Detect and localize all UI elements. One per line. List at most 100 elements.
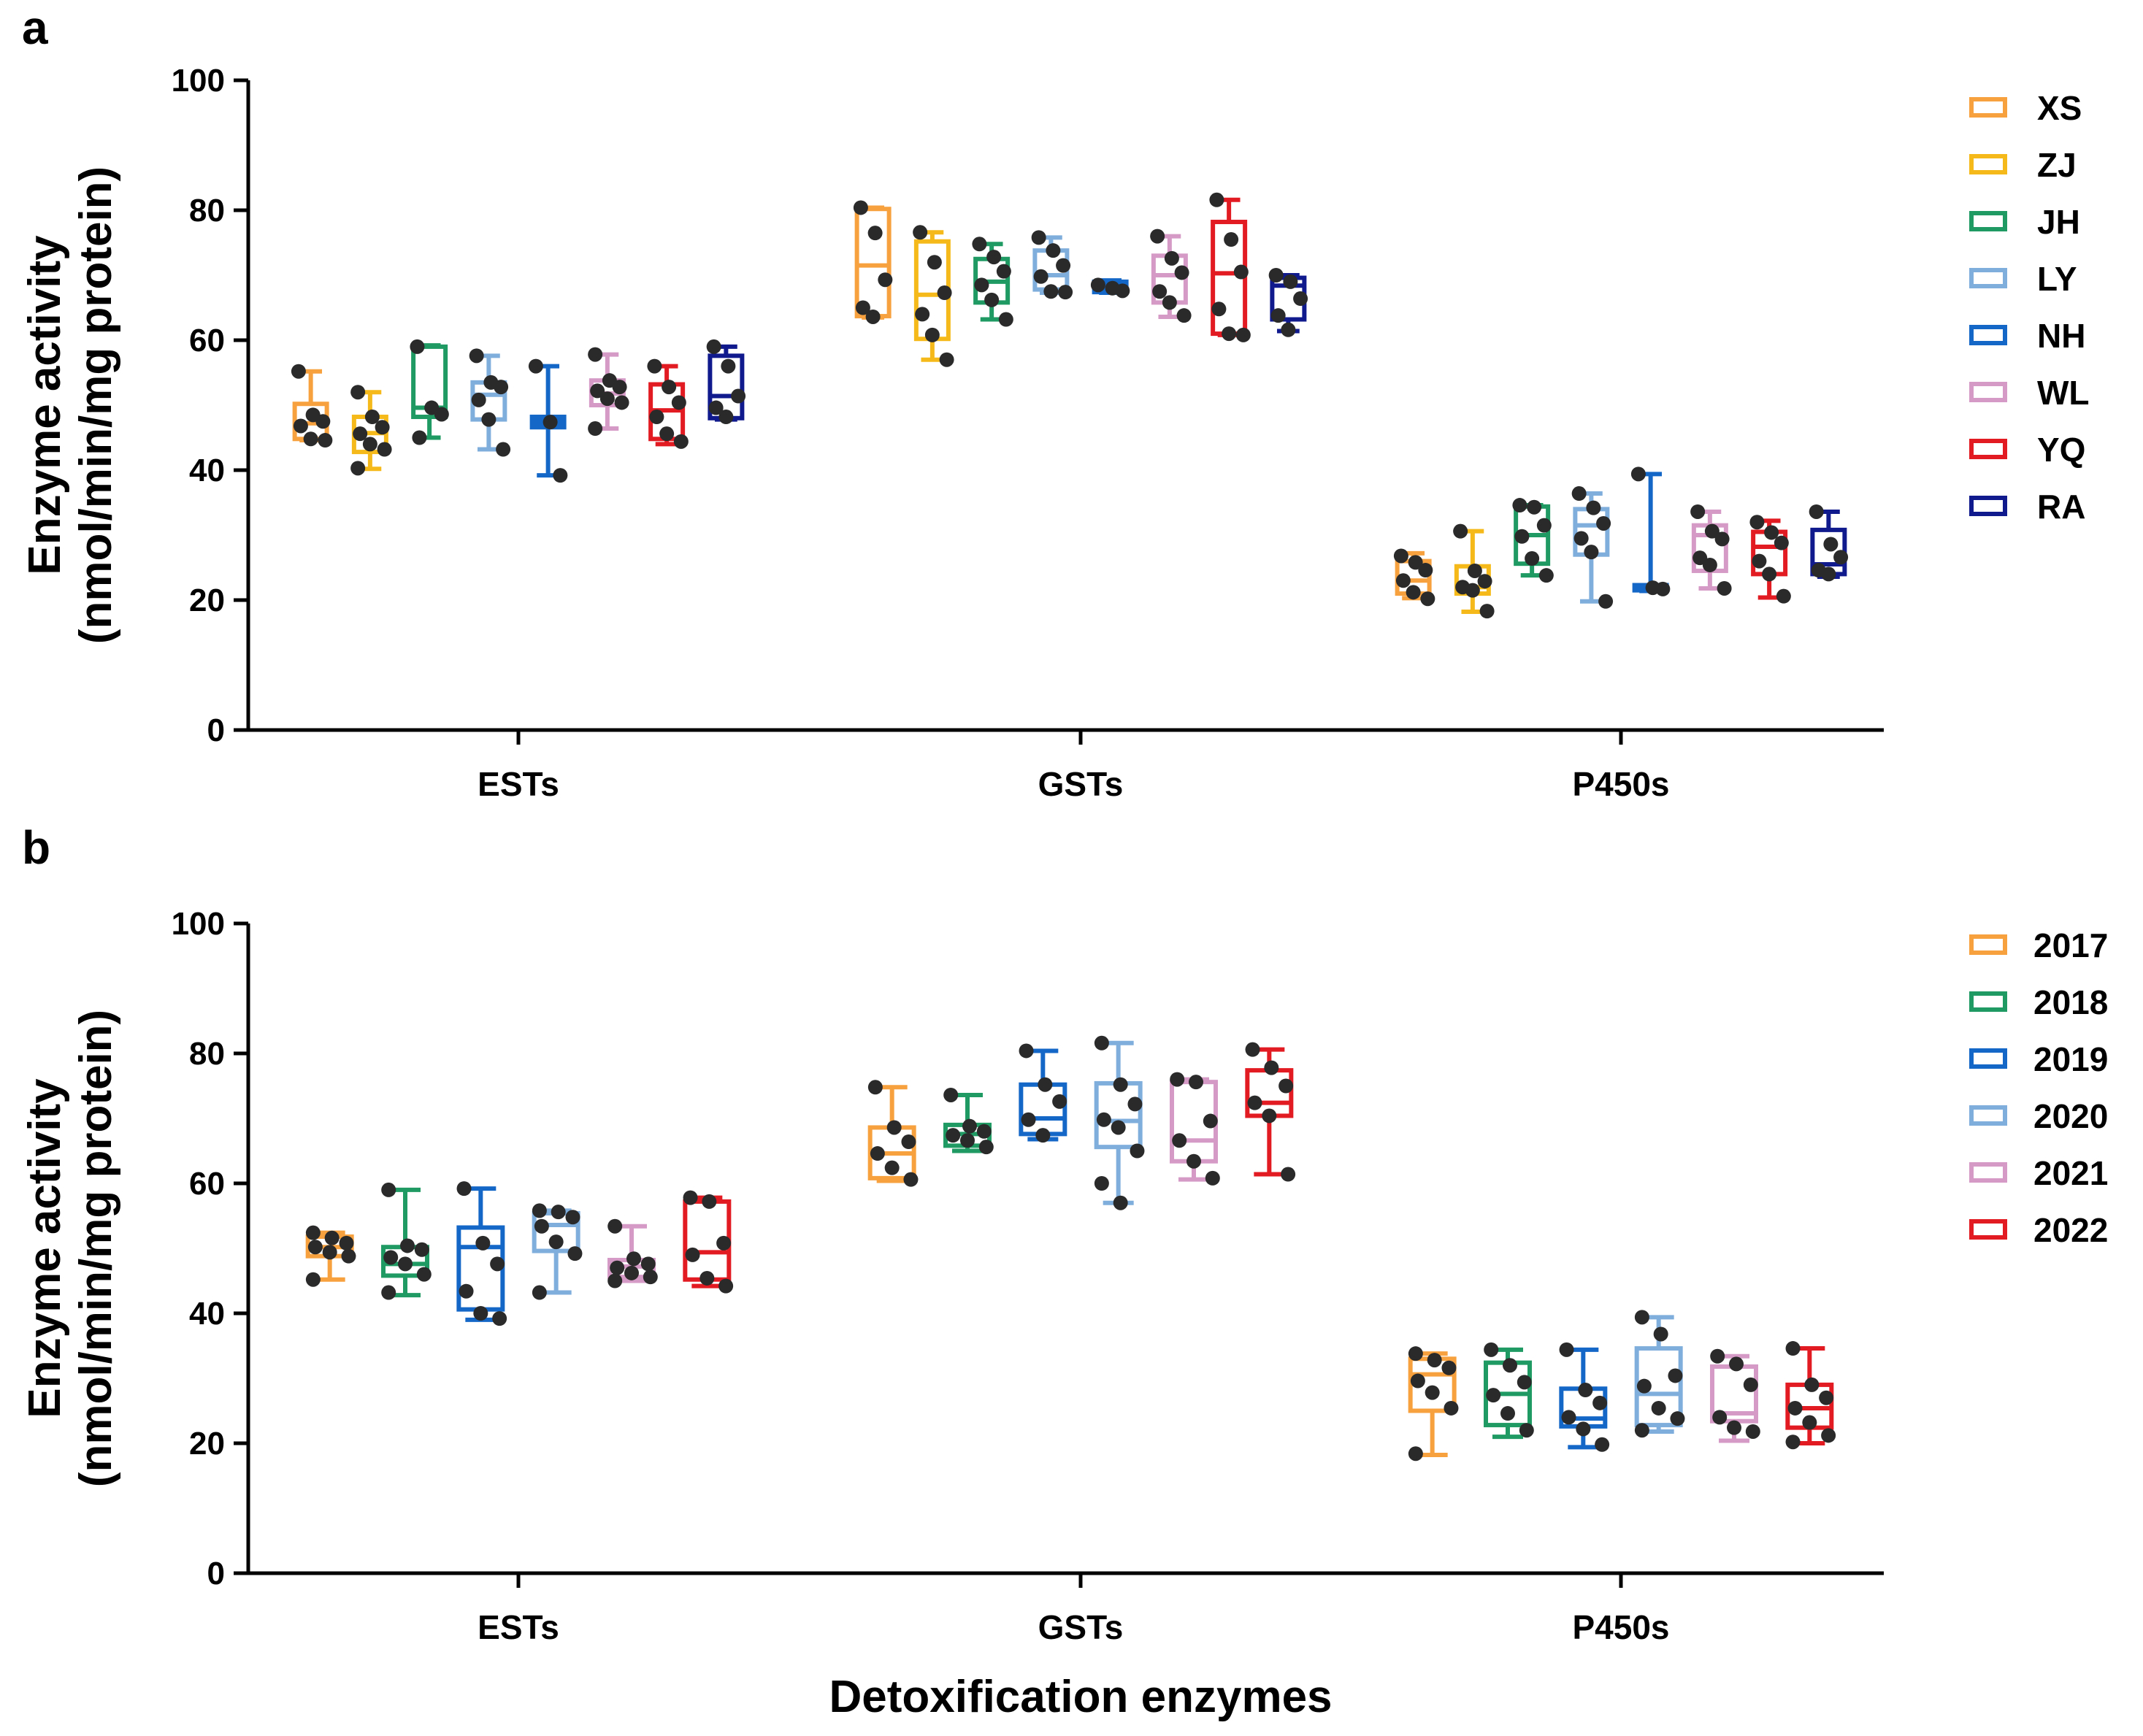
panel-a-legend-item: JH <box>1969 203 2080 241</box>
legend-label: ZJ <box>2037 146 2077 184</box>
data-point <box>1043 284 1059 299</box>
panel-a-box-YQ-P450s <box>1749 515 1791 604</box>
data-point <box>1278 1078 1294 1094</box>
data-point <box>673 434 689 449</box>
data-point <box>685 1247 700 1262</box>
data-point <box>1420 591 1435 607</box>
panel-b-box-2019-GSTs <box>1019 1043 1067 1143</box>
data-point <box>662 380 677 395</box>
data-point <box>565 1210 580 1225</box>
panel-b-box-2021-ESTs <box>607 1218 658 1288</box>
data-point <box>1776 588 1791 604</box>
data-point <box>1670 1411 1685 1426</box>
data-point <box>1596 515 1611 531</box>
data-point <box>870 1146 885 1161</box>
panel-a-box-RA-ESTs <box>706 339 746 425</box>
data-point <box>624 1265 639 1280</box>
box-body <box>854 207 892 319</box>
data-point <box>459 1283 474 1299</box>
data-point <box>1484 1342 1499 1357</box>
data-point <box>1465 583 1480 598</box>
data-point <box>341 1248 356 1264</box>
data-point <box>1170 1072 1185 1087</box>
data-point <box>1785 1434 1801 1450</box>
data-point <box>1729 1356 1744 1372</box>
legend-swatch <box>1969 1048 2007 1069</box>
data-point <box>1527 499 1542 515</box>
data-point <box>924 327 940 342</box>
data-point <box>1406 585 1421 600</box>
data-point <box>1743 1377 1758 1392</box>
panel-a-box-ZJ-GSTs <box>913 225 954 367</box>
panel-b-box-2021-GSTs <box>1170 1072 1220 1186</box>
data-point <box>1058 285 1073 300</box>
data-point <box>1833 550 1849 565</box>
data-point <box>1425 1385 1440 1400</box>
panel-a-y-axis-title-line1: Enzyme activity <box>20 235 70 575</box>
data-point <box>915 307 930 322</box>
legend-label: 2021 <box>2033 1154 2108 1192</box>
data-point <box>1090 277 1105 293</box>
data-point <box>1762 566 1777 582</box>
data-point <box>339 1235 354 1251</box>
data-point <box>1408 1446 1423 1462</box>
data-point <box>878 272 893 288</box>
data-point <box>350 461 366 476</box>
panel-a-box-JH-GSTs <box>972 237 1013 327</box>
legend-label: XS <box>2037 89 2082 127</box>
data-point <box>962 1118 977 1134</box>
panel-a-legend-item: XS <box>1969 89 2082 127</box>
data-point <box>1702 557 1717 572</box>
legend-label: 2019 <box>2033 1040 2108 1078</box>
panel-a-y-axis-title-line2: (nmol/min/mg protein) <box>71 166 121 644</box>
data-point <box>496 442 511 457</box>
data-point <box>1630 466 1646 482</box>
data-point <box>471 392 486 407</box>
panel-b-box-2019-P450s <box>1559 1342 1610 1452</box>
data-point <box>1802 1415 1817 1430</box>
panel-a-box-ZJ-ESTs <box>350 385 392 476</box>
panel-b-category-label: ESTs <box>478 1608 559 1646</box>
panel-a-category-label: ESTs <box>478 765 559 803</box>
data-point <box>1233 264 1249 280</box>
data-point <box>1598 594 1614 609</box>
panel-a-legend-item: NH <box>1969 317 2085 355</box>
data-point <box>1172 1133 1187 1148</box>
data-point <box>683 1190 698 1205</box>
data-point <box>548 1234 564 1250</box>
data-point <box>377 442 392 457</box>
panel-a-y-tick-label: 0 <box>207 713 225 748</box>
data-point <box>640 1256 656 1272</box>
panel-b-category-label: P450s <box>1572 1608 1669 1646</box>
data-point <box>1281 1167 1296 1182</box>
data-point <box>1525 551 1540 566</box>
panel-b-y-tick-label: 80 <box>189 1036 225 1072</box>
panel-b-box-2017-GSTs <box>867 1080 919 1187</box>
data-point <box>1467 563 1482 578</box>
data-point <box>610 1260 625 1275</box>
data-point <box>946 1128 961 1143</box>
panel-b-box-2022-P450s <box>1785 1341 1836 1450</box>
data-point <box>884 1160 900 1175</box>
data-point <box>927 255 942 270</box>
panel-a-box-JH-ESTs <box>410 339 449 445</box>
panel-a-box-LY-GSTs <box>1031 230 1073 300</box>
panel-a-box-NH-GSTs <box>1090 277 1130 299</box>
data-point <box>913 225 928 240</box>
panel-a-legend-item: RA <box>1969 488 2085 526</box>
panel-a-y-tick-label: 60 <box>189 323 225 358</box>
data-point <box>706 339 721 354</box>
data-point <box>473 1306 488 1321</box>
data-point <box>1127 1096 1143 1112</box>
panel-b-legend-item: 2021 <box>1969 1154 2108 1192</box>
data-point <box>718 410 734 425</box>
box-body <box>411 344 448 420</box>
data-point <box>315 414 331 429</box>
data-point <box>1704 523 1720 539</box>
data-point <box>1651 1400 1666 1416</box>
data-point <box>649 410 664 425</box>
panel-b-y-axis-title-line2: (nmol/min/mg protein) <box>71 1010 121 1487</box>
data-point <box>375 420 390 435</box>
data-point <box>943 1087 959 1102</box>
data-point <box>1293 291 1308 307</box>
